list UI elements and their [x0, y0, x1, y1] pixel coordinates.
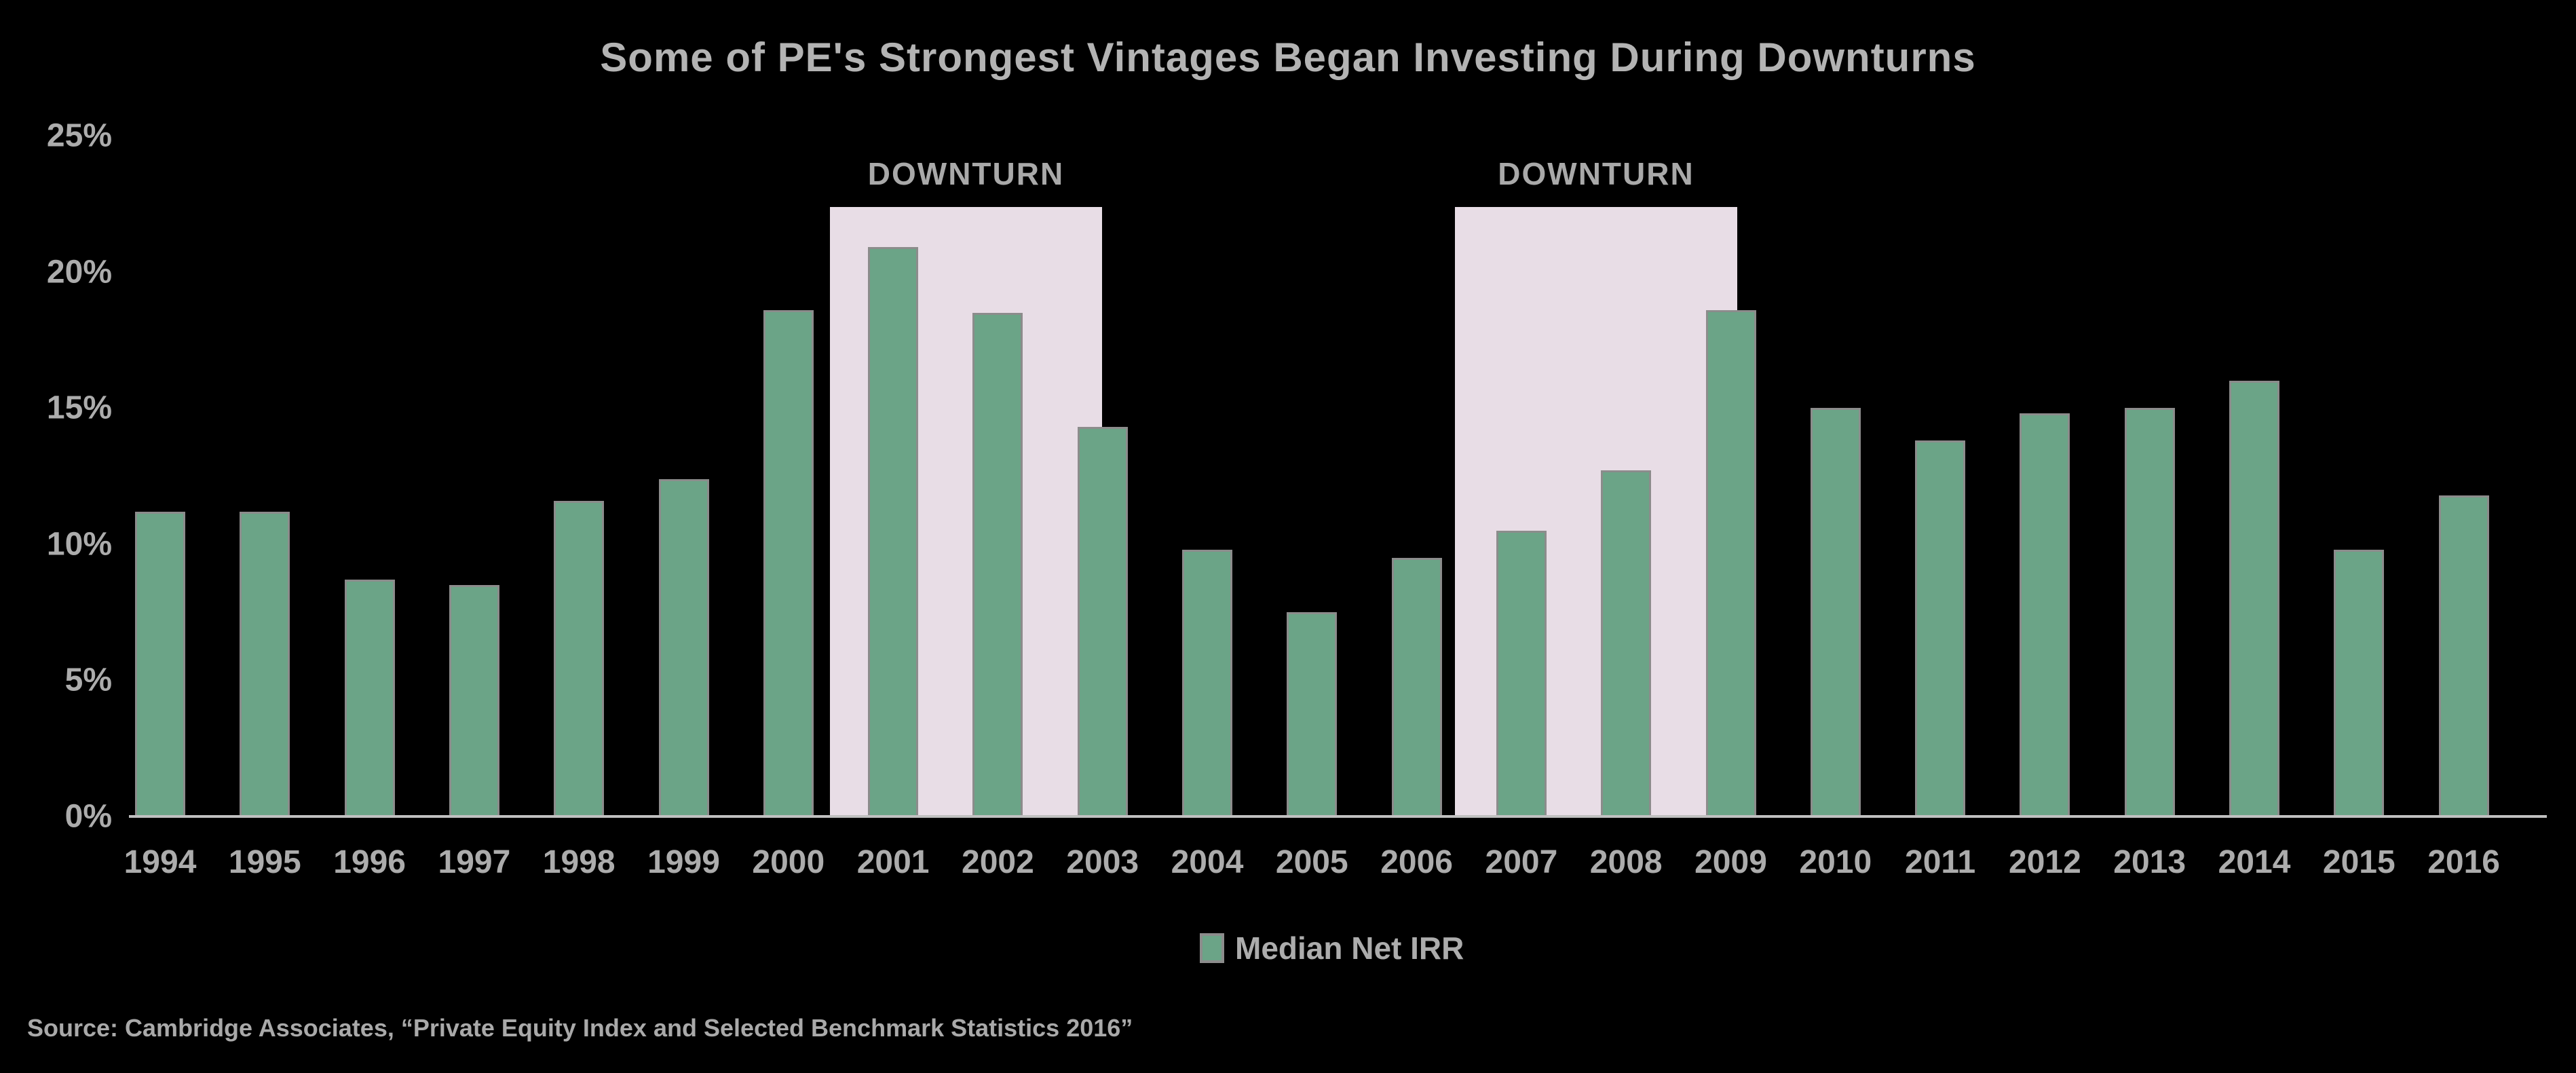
downturn-label: DOWNTURN [1498, 156, 1694, 191]
bar-2010 [1811, 408, 1861, 816]
bar-1998 [554, 501, 604, 816]
bar-2015 [2334, 550, 2384, 816]
bar-2013 [2125, 408, 2175, 816]
bar-2007 [1496, 531, 1547, 816]
y-axis-tick-label: 5% [64, 662, 112, 698]
bar-2002 [972, 313, 1023, 816]
x-axis-tick-label: 2003 [1066, 844, 1139, 880]
x-axis-tick-label: 2006 [1380, 844, 1453, 880]
bar-2000 [763, 310, 814, 816]
chart-title: Some of PE's Strongest Vintages Began In… [600, 35, 1976, 80]
legend-label: Median Net IRR [1235, 930, 1464, 966]
bar-1999 [659, 479, 709, 816]
y-axis-tick-label: 0% [64, 798, 112, 835]
x-axis-tick-label: 2014 [2218, 844, 2291, 880]
x-axis-tick-label: 1999 [647, 844, 720, 880]
x-axis-tick-label: 1997 [438, 844, 511, 880]
bar-2011 [1915, 440, 1965, 816]
x-axis-tick-label: 2016 [2427, 844, 2500, 880]
x-axis-tick-label: 2011 [1905, 844, 1976, 880]
bar-2012 [2020, 413, 2070, 816]
bar-2004 [1182, 550, 1232, 816]
x-axis-tick-label: 2005 [1275, 844, 1348, 880]
x-axis-tick-label: 2004 [1171, 844, 1244, 880]
y-axis-tick-label: 10% [46, 526, 112, 563]
bar-1995 [240, 512, 290, 816]
y-axis-tick-label: 25% [46, 117, 112, 154]
y-axis-tick-label: 20% [46, 254, 112, 290]
legend: Median Net IRR [1200, 930, 1464, 966]
bar-1997 [449, 585, 499, 816]
bar-2016 [2439, 495, 2489, 816]
legend-swatch [1200, 933, 1224, 963]
bar-1994 [135, 512, 185, 816]
source-note: Source: Cambridge Associates, “Private E… [27, 1014, 1133, 1042]
downturn-label: DOWNTURN [867, 156, 1065, 191]
x-axis-tick-label: 2009 [1694, 844, 1767, 880]
x-axis-tick-label: 2000 [752, 844, 825, 880]
x-axis-tick-label: 2008 [1589, 844, 1663, 880]
x-axis-tick-label: 1998 [542, 844, 615, 880]
x-axis-tick-label: 2002 [962, 844, 1034, 880]
x-axis-tick-label: 2001 [856, 844, 930, 880]
x-axis-tick-label: 2012 [2009, 844, 2081, 880]
bar-2001 [868, 247, 918, 816]
x-axis-tick-label: 1995 [228, 844, 301, 880]
x-axis-tick-label: 2013 [2113, 844, 2186, 880]
x-axis-tick-label: 2007 [1485, 844, 1558, 880]
bar-2014 [2229, 381, 2279, 816]
x-axis-tick-label: 1994 [124, 844, 197, 880]
bar-2008 [1601, 470, 1651, 816]
x-axis-tick-label: 1996 [333, 844, 406, 880]
bar-2005 [1287, 612, 1337, 816]
bar-1996 [345, 580, 395, 816]
x-axis-tick-label: 2010 [1799, 844, 1872, 880]
y-axis-tick-label: 15% [46, 390, 112, 426]
bar-2006 [1392, 558, 1442, 816]
bar-2003 [1078, 427, 1128, 816]
x-axis-tick-label: 2015 [2322, 844, 2395, 880]
x-axis-line [129, 815, 2547, 818]
bar-2009 [1706, 310, 1756, 816]
